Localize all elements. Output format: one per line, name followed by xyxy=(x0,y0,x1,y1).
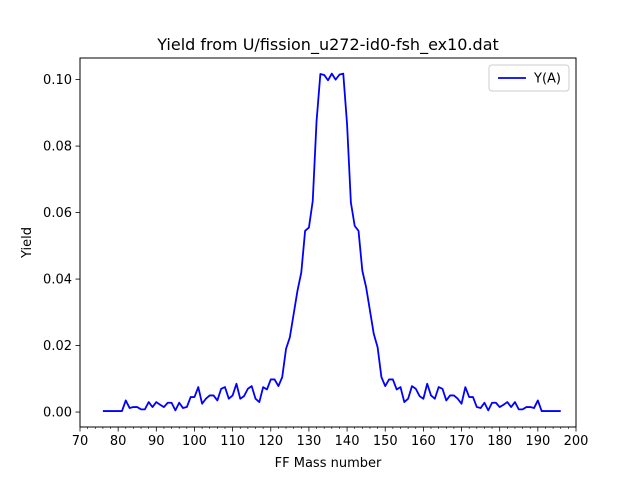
y-tick-label: 0.08 xyxy=(43,140,72,155)
x-tick-label: 180 xyxy=(487,434,512,449)
y-axis-label: Yield xyxy=(20,227,35,259)
x-tick-label: 170 xyxy=(449,434,474,449)
x-tick-label: 130 xyxy=(297,434,322,449)
x-tick-label: 70 xyxy=(72,434,89,449)
x-tick-label: 110 xyxy=(220,434,245,449)
legend-box xyxy=(488,64,570,92)
chart-title: Yield from U/fission_u272-id0-fsh_ex10.d… xyxy=(156,35,499,55)
y-tick-label: 0.06 xyxy=(43,206,72,221)
x-tick-label: 100 xyxy=(182,434,207,449)
axes-frame xyxy=(79,57,577,428)
x-tick-label: 90 xyxy=(148,434,165,449)
x-tick-label: 140 xyxy=(335,434,360,449)
legend: Y(A) xyxy=(488,64,570,92)
x-tick-label: 190 xyxy=(525,434,550,449)
x-tick-label: 150 xyxy=(373,434,398,449)
x-tick-label: 160 xyxy=(411,434,436,449)
plot-area xyxy=(79,57,577,428)
x-tick-label: 80 xyxy=(110,434,127,449)
series-line xyxy=(102,72,561,412)
y-tick-label: 0.00 xyxy=(43,406,72,421)
x-axis-label: FF Mass number xyxy=(275,456,382,471)
y-tick-label: 0.10 xyxy=(43,73,72,88)
y-axis: 0.00 0.02 0.04 0.06 0.08 0.10 xyxy=(43,73,80,421)
y-tick-label: 0.02 xyxy=(43,339,72,354)
y-tick-label: 0.04 xyxy=(43,273,72,288)
legend-label: Y(A) xyxy=(533,72,561,87)
x-tick-label: 120 xyxy=(258,434,283,449)
x-tick-label: 200 xyxy=(564,434,589,449)
x-axis: 70 80 90 100 110 120 130 140 150 160 170 180 190 200 xyxy=(72,427,589,449)
series-layer xyxy=(102,72,561,412)
